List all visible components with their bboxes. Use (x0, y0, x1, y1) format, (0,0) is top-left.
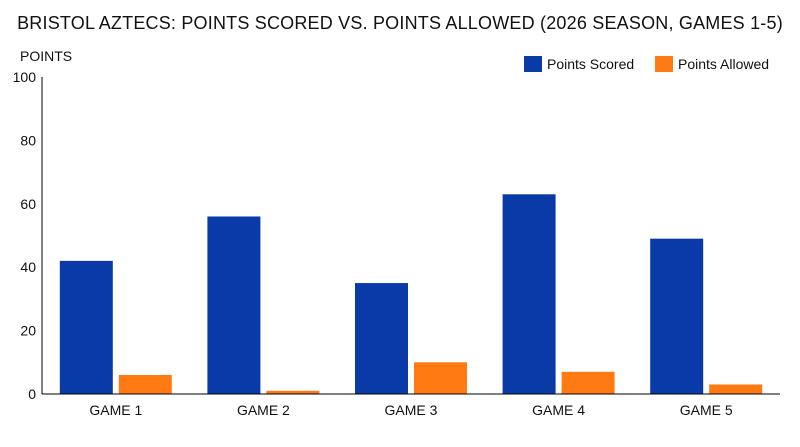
legend-swatch-points-scored (524, 56, 542, 72)
y-axis-ticks: 0 20 40 60 80 100 (13, 69, 37, 402)
bar-points-scored-game-5 (650, 238, 704, 394)
bar-points-allowed-game-3 (414, 362, 467, 394)
x-tick-label-game-4: GAME 4 (532, 402, 585, 418)
x-axis-ticks: GAME 1 GAME 2 GAME 3 GAME 4 GAME 5 (89, 402, 733, 418)
y-tick-label-0: 0 (28, 386, 36, 402)
legend-label-points-scored: Points Scored (547, 56, 634, 72)
y-tick-label-80: 80 (20, 132, 36, 148)
bar-points-allowed-game-2 (266, 390, 320, 394)
x-tick-label-game-2: GAME 2 (237, 402, 290, 418)
bar-points-scored-game-3 (355, 283, 408, 394)
y-tick-label-100: 100 (13, 69, 37, 85)
bar-points-allowed-game-4 (561, 371, 615, 394)
bar-points-scored-game-2 (207, 216, 261, 394)
bar-points-scored-game-1 (59, 260, 113, 394)
y-tick-label-40: 40 (20, 259, 36, 275)
y-tick-label-60: 60 (20, 196, 36, 212)
x-tick-label-game-3: GAME 3 (385, 402, 438, 418)
x-tick-label-game-1: GAME 1 (89, 402, 142, 418)
y-axis-label: POINTS (20, 48, 72, 64)
bar-points-allowed-game-1 (118, 374, 172, 394)
bar-points-allowed-game-5 (709, 384, 763, 394)
legend: Points Scored Points Allowed (524, 56, 769, 72)
chart-title: BRISTOL AZTECS: POINTS SCORED VS. POINTS… (17, 13, 783, 33)
legend-swatch-points-allowed (655, 56, 673, 72)
y-tick-label-20: 20 (20, 323, 36, 339)
x-tick-label-game-5: GAME 5 (680, 402, 733, 418)
bars (59, 194, 763, 394)
bar-points-scored-game-4 (502, 194, 556, 394)
legend-label-points-allowed: Points Allowed (678, 56, 769, 72)
